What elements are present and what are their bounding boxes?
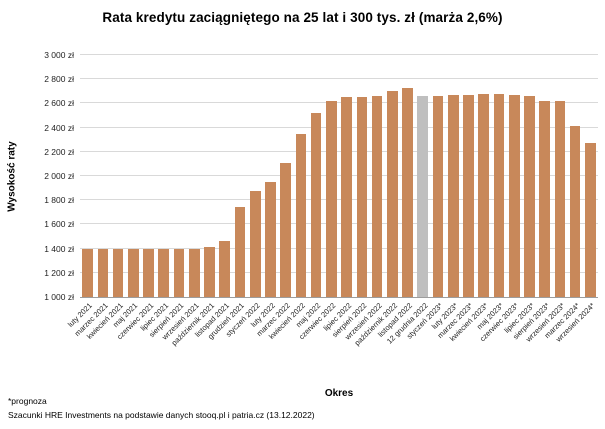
gridline (80, 102, 598, 104)
bar (524, 96, 535, 297)
bar (432, 96, 444, 297)
source-footnote: Szacunki HRE Investments na podstawie da… (8, 410, 315, 420)
bar (539, 100, 550, 297)
y-tick-label: 1 000 zł (44, 292, 74, 302)
bar (585, 143, 596, 297)
bar (295, 133, 307, 297)
gridline (80, 126, 598, 128)
gridline (80, 247, 598, 249)
y-tick-label: 1 400 zł (44, 243, 74, 254)
x-axis-title: Okres (324, 388, 354, 399)
bar (463, 94, 474, 297)
chart-title: Rata kredytu zaciągniętego na 25 lat i 3… (102, 10, 503, 25)
forecast-footnote: *prognoza (8, 396, 47, 406)
bar (402, 87, 413, 297)
bar (82, 248, 93, 297)
bar (371, 96, 383, 297)
x-axis-labels: luty 2021 marzec 2021 kwiecień 2021 maj 202… (66, 299, 598, 389)
y-tick-label: 2 400 zł (44, 122, 74, 133)
bar (158, 248, 170, 297)
bar (143, 248, 154, 297)
gridline (80, 199, 598, 201)
bar (97, 248, 109, 297)
bar (280, 162, 291, 297)
y-tick-label: 2 600 zł (44, 98, 74, 109)
bar (386, 91, 398, 297)
bar (188, 248, 200, 297)
bar (265, 182, 276, 297)
gridline (80, 78, 598, 80)
bar (417, 96, 429, 297)
gridline (80, 54, 598, 55)
bar (204, 247, 215, 297)
bar (508, 94, 520, 297)
bar (127, 248, 139, 297)
bar (326, 100, 337, 297)
bar (341, 97, 352, 297)
y-tick-label: 1 200 zł (44, 267, 74, 278)
bar (219, 241, 231, 297)
bar (112, 248, 124, 297)
y-tick-label: 3 000 zł (44, 50, 74, 60)
y-tick-label: 2 200 zł (44, 146, 74, 157)
gridline (80, 150, 598, 152)
gridline (80, 271, 598, 273)
gridline (80, 175, 598, 176)
bar (173, 248, 185, 297)
y-tick-label: 1 600 zł (44, 219, 74, 230)
bar (447, 94, 459, 297)
bar (310, 113, 322, 297)
y-tick-label: 2 000 zł (44, 171, 74, 181)
bar (569, 126, 581, 297)
plot-area (80, 54, 598, 298)
gridline (80, 223, 598, 225)
bar (234, 207, 246, 297)
bar (554, 100, 566, 297)
y-tick-label: 2 800 zł (44, 74, 74, 85)
bar (478, 93, 490, 297)
y-axis: 3 000 zł 2 800 zł 2 600 zł 2 400 zł 2 200 zł… (0, 50, 74, 302)
bar (249, 190, 261, 297)
y-tick-label: 1 800 zł (44, 195, 74, 206)
bar (493, 93, 505, 297)
bar (356, 97, 368, 297)
